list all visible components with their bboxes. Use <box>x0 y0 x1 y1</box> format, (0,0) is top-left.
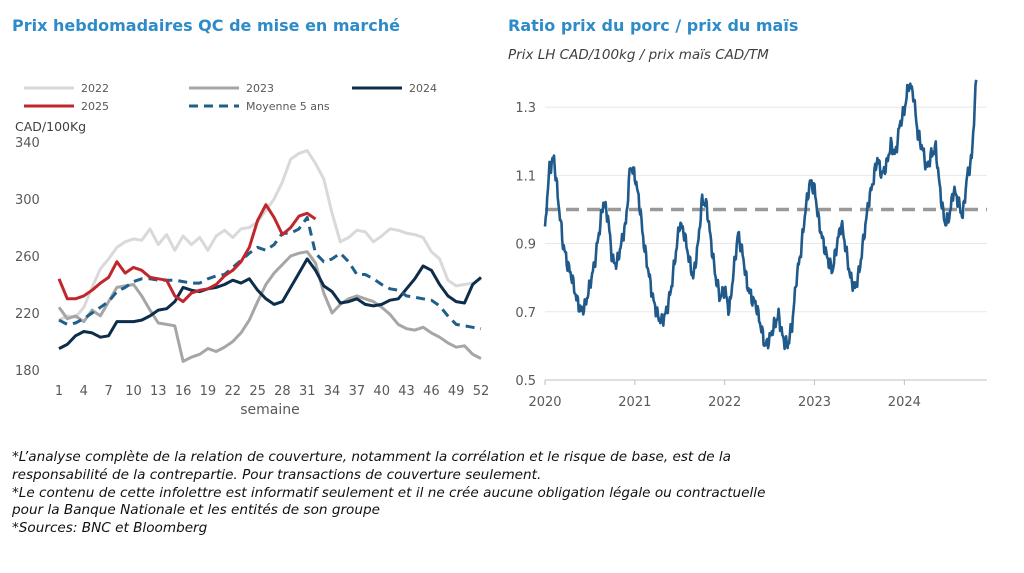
x-tick-label: 16 <box>175 384 192 399</box>
x-tick-label: 40 <box>373 384 390 399</box>
x-tick-label: 52 <box>473 384 490 399</box>
series-line <box>543 79 978 351</box>
y-tick-label: 1.3 <box>515 101 536 116</box>
footnote-line: pour la Banque Nationale et les entités … <box>12 502 380 519</box>
footnote-line: *L’analyse complète de la relation de co… <box>12 449 732 465</box>
right-chart: 0.5 0.7 0.9 1.1 1.3 2020 2021 2022 2023 2024 <box>515 79 987 410</box>
x-tick-label: 31 <box>299 384 316 399</box>
legend-label: 2024 <box>409 82 437 95</box>
x-tick-label: 49 <box>448 384 465 399</box>
y-tick-label: 300 <box>15 193 40 208</box>
series-line <box>58 257 482 350</box>
x-tick-label: 7 <box>105 384 113 399</box>
x-tick-label: 1 <box>55 384 63 399</box>
y-tick-label: 260 <box>15 250 40 265</box>
y-tick-label: 0.9 <box>515 238 536 253</box>
right-chart-title: Ratio prix du porc / prix du maïs <box>508 16 799 35</box>
right-chart-subtitle: Prix LH CAD/100kg / prix maïs CAD/TM <box>508 47 769 63</box>
footnotes: *L’analyse complète de la relation de co… <box>12 449 1012 538</box>
footnote-line: *Sources: BNC et Bloomberg <box>12 520 208 537</box>
x-tick-label: 10 <box>125 384 142 399</box>
series-line <box>57 250 482 363</box>
y-tick-label: 0.5 <box>515 374 536 389</box>
x-tick-label: 2021 <box>618 395 651 410</box>
legend-label: 2023 <box>246 82 274 95</box>
x-tick-label: 22 <box>224 384 241 399</box>
x-tick-label: 34 <box>324 384 341 399</box>
series-line <box>58 149 482 322</box>
x-tick-label: 43 <box>398 384 415 399</box>
y-tick-label: 220 <box>15 307 40 322</box>
x-tick-label: 37 <box>349 384 366 399</box>
legend-label: 2022 <box>81 82 109 95</box>
x-tick-label: 28 <box>274 384 291 399</box>
left-chart: 180 220 260 300 340 1 4 7 10 13 16 19 22 25 28 31 34 37 40… <box>15 82 490 418</box>
x-axis-label: semaine <box>240 402 300 418</box>
footnote-line: responsabilité de la contrepartie. Pour … <box>12 466 542 483</box>
x-tick-label: 2020 <box>528 395 561 410</box>
x-tick-label: 4 <box>80 384 88 399</box>
x-tick-label: 25 <box>249 384 266 399</box>
legend-label: 2025 <box>81 100 109 113</box>
x-tick-label: 2022 <box>708 395 741 410</box>
left-chart-title: Prix hebdomadaires QC de mise en marché <box>12 16 400 35</box>
y-tick-label: 340 <box>15 136 40 151</box>
legend-label: Moyenne 5 ans <box>246 100 330 113</box>
x-tick-label: 13 <box>150 384 167 399</box>
y-tick-label: 0.7 <box>515 306 536 321</box>
x-tick-label: 2023 <box>798 395 831 410</box>
footnote-line: *Le contenu de cette infolettre est info… <box>12 484 766 501</box>
y-axis-label: CAD/100Kg <box>15 119 86 134</box>
y-tick-label: 180 <box>15 364 40 379</box>
x-tick-label: 46 <box>423 384 440 399</box>
x-tick-label: 2024 <box>888 395 921 410</box>
y-tick-label: 1.1 <box>515 169 536 184</box>
x-tick-label: 19 <box>200 384 217 399</box>
series-line <box>57 203 317 304</box>
